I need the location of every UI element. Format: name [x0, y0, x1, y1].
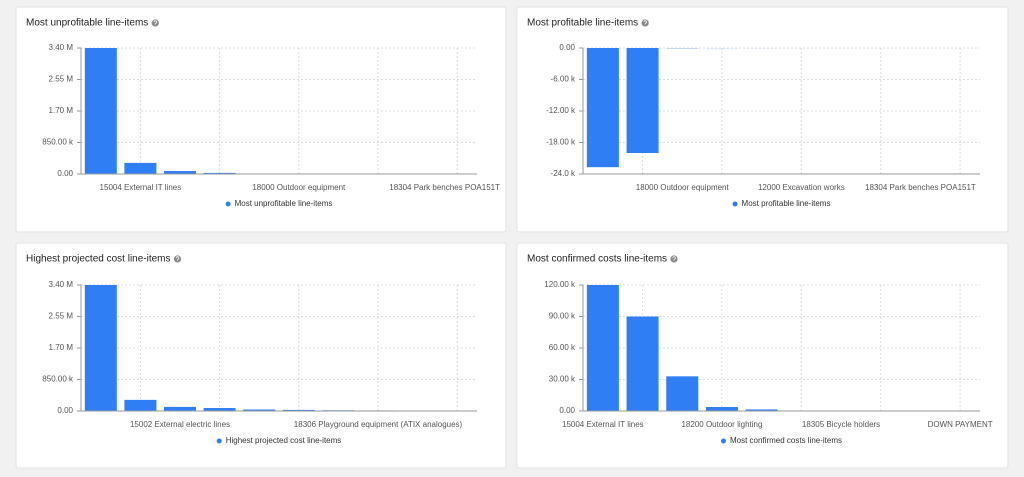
- legend-label: Most confirmed costs line-items: [730, 436, 842, 445]
- chart-panel: Most profitable line-items -24.0 k -18.00 …: [516, 6, 1009, 233]
- help-icon-glyph: [153, 20, 157, 26]
- help-icon-glyph: [175, 256, 180, 262]
- panel: [15, 242, 507, 469]
- legend: Most profitable line-items: [732, 199, 831, 208]
- y-tick-label: -24.0 k: [551, 169, 576, 178]
- legend-swatch: [732, 201, 738, 207]
- bar: [666, 376, 699, 411]
- bar: [164, 171, 196, 174]
- y-tick-label: 30.00 k: [549, 375, 576, 384]
- y-tick-label: 3.40 M: [49, 43, 74, 52]
- y-tick-label: -18.00 k: [546, 138, 576, 147]
- bar: [626, 48, 659, 153]
- y-tick-label: 0.00: [57, 406, 73, 415]
- bar: [745, 409, 778, 411]
- bar: [203, 172, 236, 174]
- bar: [705, 407, 738, 411]
- x-tick-label: 18304 Park benches POA151T: [865, 183, 976, 192]
- bar: [84, 285, 117, 411]
- y-tick-label: 0.00: [559, 43, 575, 52]
- x-tick-label: 18304 Park benches POA151T: [389, 183, 500, 192]
- legend-label: Highest projected cost line-items: [226, 436, 342, 445]
- bar: [282, 409, 315, 411]
- chart-title: Most profitable line-items: [527, 18, 638, 29]
- help-icon-glyph: [672, 256, 676, 262]
- bar: [586, 48, 619, 168]
- y-tick-label: 3.40 M: [49, 280, 74, 289]
- help-icon: [173, 255, 182, 263]
- x-tick-label: 15002 External electric lines: [130, 420, 230, 429]
- y-tick-label: 60.00 k: [549, 343, 576, 352]
- x-tick-label: 18306 Playground equipment (ATIX analogu…: [294, 420, 463, 429]
- x-tick-label: 18200 Outdoor lighting: [681, 420, 762, 429]
- y-tick-label: 2.55 M: [49, 75, 74, 84]
- x-tick-label: DOWN PAYMENT: [928, 420, 993, 429]
- legend-label: Most profitable line-items: [742, 199, 831, 208]
- legend-label: Most unprofitable line-items: [235, 199, 333, 208]
- y-tick-label: 0.00: [57, 169, 73, 178]
- chart-title: Most unprofitable line-items: [26, 18, 148, 29]
- chart-title: Most confirmed costs line-items: [527, 254, 667, 265]
- chart-title: Highest projected cost line-items: [26, 254, 171, 265]
- chart-panel: Most confirmed costs line-items 0.00 30.00…: [516, 242, 1009, 469]
- legend-swatch: [216, 438, 222, 444]
- bar: [243, 409, 276, 411]
- help-icon: [641, 19, 649, 27]
- x-tick-label: 18000 Outdoor equipment: [252, 183, 346, 192]
- y-tick-label: 850.00 k: [42, 375, 74, 384]
- chart-panel: Highest projected cost line-items 0.00 850…: [15, 242, 507, 469]
- legend-swatch: [225, 201, 231, 207]
- y-tick-label: 90.00 k: [549, 312, 576, 321]
- panel: [516, 242, 1009, 469]
- help-icon-glyph: [643, 20, 647, 26]
- legend: Highest projected cost line-items: [216, 436, 342, 445]
- chart-panel: Most unprofitable line-items 0.00 850.00 k…: [15, 6, 507, 233]
- bar: [626, 316, 659, 411]
- help-icon: [151, 19, 159, 27]
- y-tick-label: 1.70 M: [49, 106, 74, 115]
- x-tick-label: 12000 Excavation works: [758, 183, 845, 192]
- bar: [84, 48, 117, 174]
- x-tick-label: 18305 Bicycle holders: [802, 420, 880, 429]
- y-tick-label: 120.00 k: [544, 280, 576, 289]
- bar: [124, 399, 157, 411]
- y-tick-label: -6.00 k: [551, 75, 576, 84]
- y-tick-label: 850.00 k: [42, 138, 74, 147]
- help-icon: [670, 255, 678, 263]
- bar: [586, 285, 619, 411]
- bar: [124, 162, 157, 174]
- x-tick-label: 15004 External IT lines: [562, 420, 644, 429]
- bar: [164, 406, 196, 411]
- bar: [203, 408, 236, 411]
- legend-swatch: [720, 438, 726, 444]
- y-tick-label: -12.00 k: [546, 106, 576, 115]
- x-tick-label: 18000 Outdoor equipment: [636, 183, 730, 192]
- y-tick-label: 0.00: [559, 406, 575, 415]
- legend: Most unprofitable line-items: [225, 199, 333, 208]
- y-tick-label: 1.70 M: [49, 343, 74, 352]
- x-tick-label: 15004 External IT lines: [100, 183, 182, 192]
- panel: [15, 6, 507, 233]
- y-tick-label: 2.55 M: [49, 312, 74, 321]
- legend: Most confirmed costs line-items: [720, 436, 842, 445]
